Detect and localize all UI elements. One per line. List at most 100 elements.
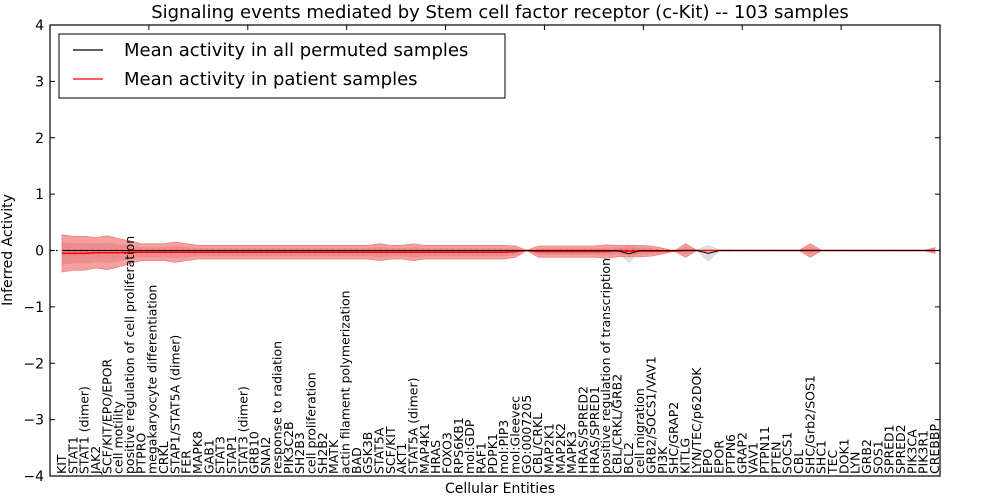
category-label: RPS6KB1 bbox=[451, 417, 466, 474]
category-label: CBL/CRKL/GRB2 bbox=[610, 374, 625, 474]
y-tick-label: −4 bbox=[23, 469, 44, 485]
category-label: CBL/CRKL bbox=[530, 413, 545, 474]
category-label: SHC/Grb2/SOS1 bbox=[802, 375, 817, 474]
legend: Mean activity in all permuted samples Me… bbox=[58, 33, 506, 99]
category-label: KITLG bbox=[678, 438, 693, 474]
legend-box bbox=[58, 33, 506, 99]
plot-frame bbox=[49, 24, 941, 477]
category-label: VAV1 bbox=[746, 442, 761, 474]
category-label: SHC/GRAP2 bbox=[666, 402, 681, 474]
patient-inner-band bbox=[62, 242, 935, 265]
category-label: MAPK3 bbox=[564, 431, 579, 474]
category-label: GAB1 bbox=[201, 439, 216, 474]
category-label: SH2B3 bbox=[292, 432, 307, 474]
category-label: positive regulation of cell proliferatio… bbox=[122, 236, 137, 474]
category-label: cell proliferation bbox=[303, 372, 318, 474]
category-label: STAT1 (dimer) bbox=[77, 386, 92, 474]
category-label: PTPRO bbox=[133, 433, 148, 474]
category-label: positive regulation of transcription bbox=[598, 258, 613, 474]
category-label: KIT bbox=[54, 454, 69, 474]
legend-label-permuted: Mean activity in all permuted samples bbox=[124, 40, 468, 61]
category-label: SHC1 bbox=[814, 440, 829, 474]
category-label: SH2B2 bbox=[315, 432, 330, 474]
category-label: SOS1 bbox=[870, 440, 885, 474]
category-label: HRAS bbox=[428, 440, 443, 474]
category-label: FOXO3 bbox=[439, 432, 454, 474]
y-tick-label: 4 bbox=[35, 18, 44, 34]
permuted-std-band bbox=[62, 244, 935, 264]
category-label: SPRED1 bbox=[882, 424, 897, 474]
category-label: mol:PIP3 bbox=[496, 420, 511, 474]
category-label: DOK1 bbox=[836, 438, 851, 474]
chart-title: Signaling events mediated by Stem cell f… bbox=[151, 2, 849, 23]
y-tick-label: 3 bbox=[35, 74, 44, 90]
category-label: EPOR bbox=[712, 440, 727, 474]
category-label: STAP1/STAT5A (dimer) bbox=[167, 335, 182, 474]
category-label: HRAS/SPRED1 bbox=[587, 386, 602, 474]
category-label: PIK3R1 bbox=[916, 430, 931, 474]
category-label: FER bbox=[179, 450, 194, 474]
y-tick-label: −3 bbox=[23, 413, 44, 429]
category-label: MAPK8 bbox=[190, 431, 205, 474]
category-label: JAK2 bbox=[88, 446, 103, 475]
category-label: PI3K bbox=[655, 446, 670, 474]
category-label: CRKL bbox=[156, 441, 171, 474]
ticks-layer: −4 −3 −2 −1 0 1 2 3 4 bbox=[23, 18, 940, 485]
category-label: MAP2K1 bbox=[542, 423, 557, 474]
category-label: CBL bbox=[791, 450, 806, 474]
category-label: HRAS/SPRED2 bbox=[576, 386, 591, 474]
category-label: PTPN6 bbox=[723, 434, 738, 474]
category-label: SCF/KIT bbox=[383, 426, 398, 474]
legend-label-patient: Mean activity in patient samples bbox=[124, 69, 418, 90]
category-label: STAT3 bbox=[213, 436, 228, 474]
category-label: SCF/KIT/EPO/EPOR bbox=[99, 358, 114, 474]
y-tick-label: 2 bbox=[35, 131, 44, 147]
category-label: GRAP2 bbox=[734, 432, 749, 474]
category-label: STAT5A bbox=[371, 427, 386, 474]
category-label: SPRED2 bbox=[893, 424, 908, 474]
category-label: STAT5A (dimer) bbox=[405, 378, 420, 474]
bands-layer bbox=[61, 234, 936, 273]
category-label: response to radiation bbox=[269, 341, 284, 474]
category-label: GRB2 bbox=[859, 439, 874, 474]
category-label: SNAI2 bbox=[258, 437, 273, 474]
category-label: PTPN11 bbox=[757, 426, 772, 474]
patient-std-band bbox=[61, 234, 936, 273]
category-label: STAP1 bbox=[224, 435, 239, 474]
category-label: CREBBP bbox=[927, 424, 942, 474]
y-tick-label: −2 bbox=[23, 356, 44, 372]
category-label: STAT1 bbox=[65, 436, 80, 474]
lines-layer bbox=[50, 249, 940, 255]
y-tick-label: 1 bbox=[35, 187, 44, 203]
category-label: LYN bbox=[848, 452, 863, 474]
y-tick-label: 0 bbox=[35, 244, 44, 260]
category-label: MATK bbox=[326, 439, 341, 474]
category-label: PIK3C2B bbox=[281, 421, 296, 474]
category-label: SOCS1 bbox=[780, 432, 795, 474]
category-label: EPO bbox=[700, 449, 715, 474]
category-label: MAP2K2 bbox=[553, 423, 568, 474]
category-label: GSK3B bbox=[360, 432, 375, 474]
category-label: STAT3 (dimer) bbox=[235, 386, 250, 474]
category-label: PDPK1 bbox=[485, 433, 500, 474]
category-label: GO:0007205 bbox=[519, 395, 534, 474]
category-label: PIK3CA bbox=[904, 429, 919, 474]
category-label: mol:GDP bbox=[462, 419, 477, 474]
category-label: AKT1 bbox=[394, 443, 409, 474]
category-label: megakaryocyte differentiation bbox=[145, 285, 160, 474]
category-label: RAF1 bbox=[473, 442, 488, 474]
category-label: MAP4K1 bbox=[417, 423, 432, 474]
y-tick-label: −1 bbox=[23, 300, 44, 316]
category-label: GRB2/SOCS1/VAV1 bbox=[644, 356, 659, 474]
x-axis-label: Cellular Entities bbox=[445, 481, 555, 497]
permuted-mean-line bbox=[62, 250, 935, 255]
category-label: LYN/TEC/p62DOK bbox=[689, 367, 704, 474]
category-label: mol:Gleevec bbox=[508, 396, 523, 474]
category-label: BAD bbox=[349, 447, 364, 474]
category-label: BCL2 bbox=[621, 442, 636, 474]
category-label: GRB10 bbox=[247, 431, 262, 474]
category-label: cell motility bbox=[111, 400, 126, 474]
category-label: TEC bbox=[825, 449, 840, 475]
